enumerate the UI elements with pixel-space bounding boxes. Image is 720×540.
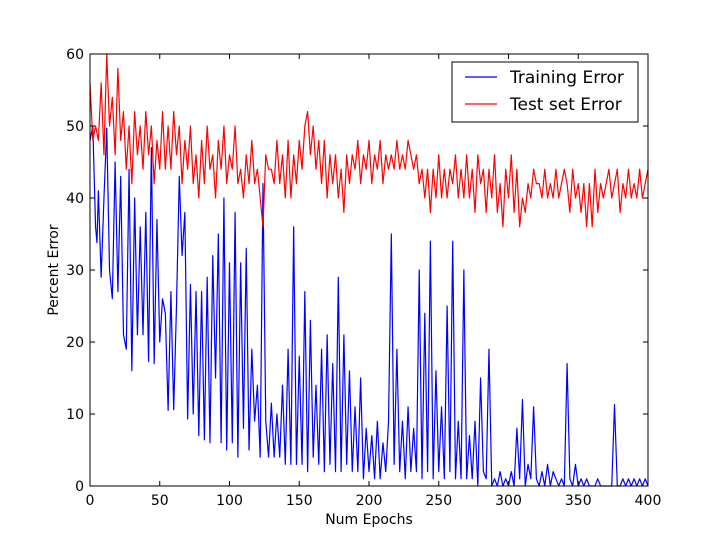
x-axis-label: Num Epochs	[325, 512, 413, 528]
y-tick-label: 50	[66, 119, 84, 135]
legend-label-test-set-error: Test set Error	[509, 95, 622, 115]
x-tick-label: 300	[495, 493, 522, 509]
x-tick-label: 0	[86, 493, 95, 509]
y-tick-label: 10	[66, 407, 84, 423]
legend: Training Error Test set Error	[452, 62, 638, 122]
y-tick-label: 40	[66, 191, 84, 207]
y-axis-label: Percent Error	[46, 224, 62, 315]
x-tick-label: 200	[356, 493, 383, 509]
x-tick-label: 350	[565, 493, 592, 509]
y-tick-label: 0	[75, 479, 84, 495]
y-tick-label: 60	[66, 47, 84, 63]
y-tick-label: 20	[66, 335, 84, 351]
x-tick-label: 250	[425, 493, 452, 509]
x-tick-label: 100	[216, 493, 243, 509]
x-tick-label: 50	[151, 493, 169, 509]
legend-label-training-error: Training Error	[509, 68, 624, 88]
x-tick-label: 150	[286, 493, 313, 509]
x-tick-label: 400	[635, 493, 662, 509]
y-tick-label: 30	[66, 263, 84, 279]
